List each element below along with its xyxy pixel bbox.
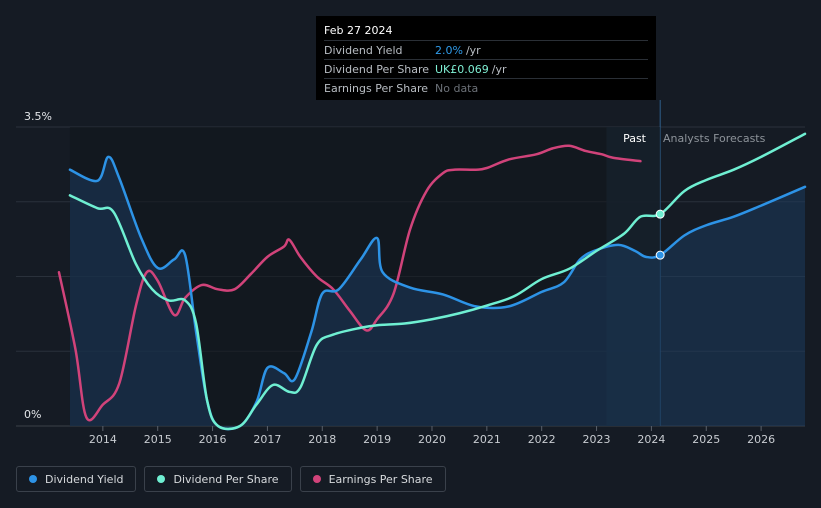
tooltip-value: 2.0% [435,43,463,57]
dividend-yield-area [69,156,806,430]
legend-item-dividend-per-share[interactable]: Dividend Per Share [144,466,292,492]
legend-item-dividend-yield[interactable]: Dividend Yield [16,466,137,492]
x-tick-label: 2019 [363,433,391,446]
x-tick-label: 2021 [473,433,501,446]
x-tick-label: 2025 [692,433,720,446]
x-tick-label: 2020 [418,433,446,446]
series-markers [655,209,665,260]
tooltip-label: Dividend Yield [324,43,403,57]
legend-item-earnings-per-share[interactable]: Earnings Per Share [299,466,446,492]
legend: Dividend Yield Dividend Per Share Earnin… [16,466,446,492]
legend-dot-icon [312,475,321,483]
x-tick-label: 2026 [747,433,775,446]
tooltip-value: No data [435,81,479,95]
series-line-dps [68,132,807,431]
x-tick-label: 2022 [528,433,556,446]
series-areas [69,127,806,430]
x-tick-label: 2023 [583,433,611,446]
marker-yield [655,250,665,260]
legend-label: Dividend Yield [45,472,124,486]
legend-dot-icon [157,475,166,483]
x-tick-label: 2024 [637,433,665,446]
series-lines [57,132,807,431]
legend-label: Dividend Per Share [173,472,279,486]
past-label: Past [623,132,647,145]
tooltip-date: Feb 27 2024 [324,24,648,41]
tooltip-unit: /yr [465,43,481,57]
tooltip-row-dividend-per-share: Dividend Per Share UK£0.069 /yr [324,60,648,79]
forecast-label: Analysts Forecasts [663,132,766,145]
legend-dot-icon [29,475,37,483]
series-line-yield [68,155,807,431]
tooltip: Feb 27 2024 Dividend Yield 2.0% /yr Divi… [316,16,656,100]
x-tick-label: 2015 [144,433,172,446]
tooltip-label: Earnings Per Share [324,81,429,95]
tooltip-value: UK£0.069 [435,62,489,76]
x-tick-label: 2014 [89,433,117,446]
y-axis-ticks: 3.5% 0% [24,110,52,421]
series-line-eps [57,144,642,422]
x-tick-label: 2017 [253,433,281,446]
marker-dps [655,209,665,219]
x-tick-label: 2018 [308,433,336,446]
x-tick-label: 2016 [199,433,227,446]
legend-label: Earnings Per Share [328,472,433,486]
tooltip-row-dividend-yield: Dividend Yield 2.0% /yr [324,41,648,60]
tooltip-label: Dividend Per Share [324,62,430,76]
tooltip-row-earnings-per-share: Earnings Per Share No data [324,79,648,97]
y-tick-label: 3.5% [24,110,52,123]
tooltip-unit: /yr [491,62,507,76]
x-axis-ticks: 2014 2015 2016 2017 2018 2019 2020 2021 2022 2023… [89,426,775,446]
y-tick-label: 0% [24,408,41,421]
